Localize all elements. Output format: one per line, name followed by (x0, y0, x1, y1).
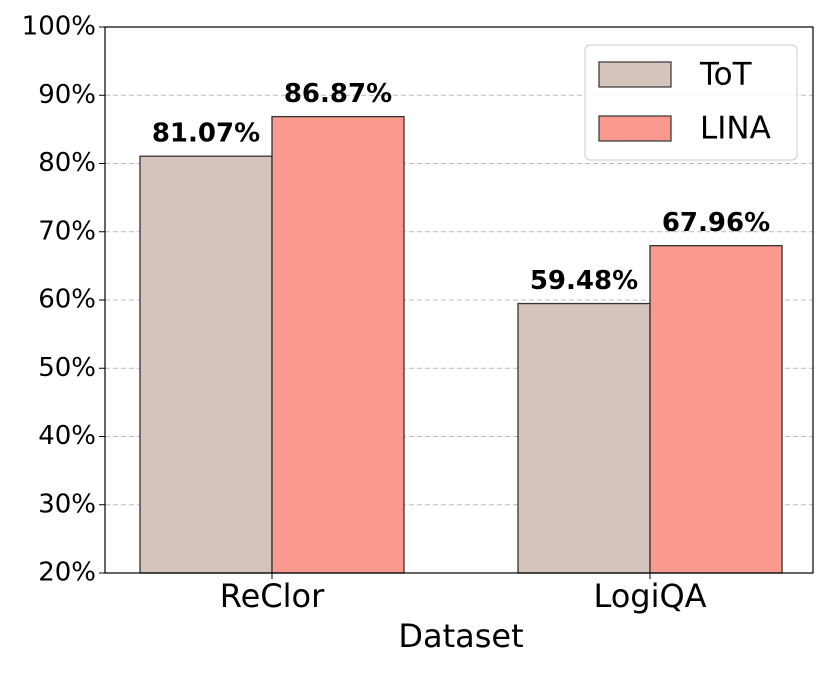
data-label: 59.48% (530, 266, 638, 296)
bar (517, 302, 651, 574)
y-tick-label: 40% (38, 421, 96, 451)
y-tick-label: 90% (38, 80, 96, 110)
y-tick-label: 100% (22, 12, 96, 42)
y-tick-label: 70% (38, 216, 96, 246)
x-tick-label: ReClor (220, 577, 325, 615)
legend-swatch (598, 115, 672, 142)
y-tick-label: 20% (38, 558, 96, 588)
bar (139, 155, 273, 574)
bar (649, 245, 783, 574)
x-axis-label: Dataset (398, 617, 523, 655)
y-tick-label: 30% (38, 489, 96, 519)
x-tick-label: LogiQA (593, 577, 706, 615)
plot-frame (104, 26, 814, 574)
legend-label: ToT (699, 57, 753, 93)
legend-swatch (598, 61, 672, 88)
data-label: 86.87% (284, 79, 392, 109)
y-tick-label: 80% (38, 148, 96, 178)
y-tick-label: 60% (38, 285, 96, 315)
data-label: 81.07% (152, 119, 260, 149)
y-tick-label: 50% (38, 353, 96, 383)
bar (271, 115, 405, 574)
legend-label: LINA (700, 111, 771, 147)
data-label: 67.96% (662, 208, 770, 238)
